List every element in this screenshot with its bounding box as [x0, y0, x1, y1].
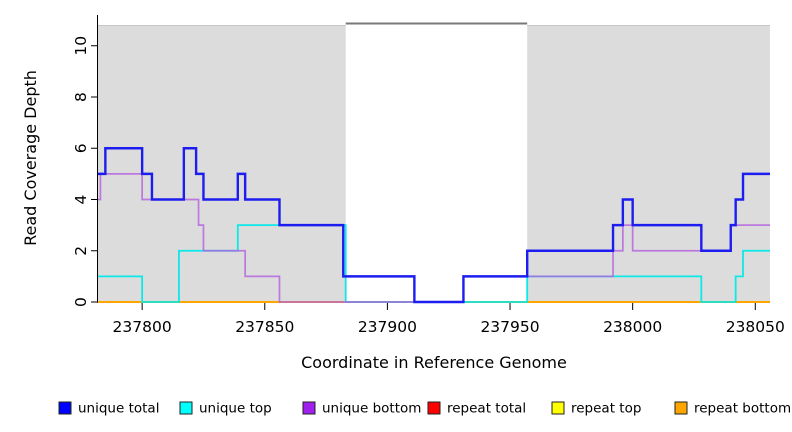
repeat-region-shading-layer	[98, 22, 770, 302]
x-tick-label: 238050	[726, 318, 785, 336]
legend-item-unique-bottom: unique bottom	[302, 401, 421, 417]
legend: unique total unique top unique bottom repea…	[58, 401, 791, 417]
legend-label: repeat total	[447, 401, 526, 417]
x-tick-label: 237900	[358, 318, 417, 336]
left-repeat-region	[98, 25, 346, 302]
y-tick-label: 8	[72, 92, 90, 102]
y-tick-label: 2	[72, 246, 90, 256]
y-tick-label: 6	[72, 143, 90, 153]
x-tick-label: 237800	[113, 318, 172, 336]
legend-swatch-unique-bottom	[302, 401, 316, 415]
coverage-series-layer	[98, 147, 770, 304]
legend-swatch-repeat-top	[551, 401, 565, 415]
axes-layer: 0 2 4 6 8 10 237800 237850 237900 237950 238000 238…	[72, 15, 785, 336]
series-line-unique-bottom	[98, 173, 770, 303]
legend-swatch-repeat-bottom	[674, 401, 688, 415]
legend-item-unique-top: unique top	[179, 401, 272, 417]
y-tick-label: 10	[72, 36, 90, 56]
legend-swatch-unique-top	[179, 401, 193, 415]
x-tick-label: 237850	[235, 318, 294, 336]
legend-label: unique total	[78, 401, 159, 417]
legend-item-unique-total: unique total	[58, 401, 159, 417]
legend-item-repeat-top: repeat top	[551, 401, 641, 417]
series-line-unique-total	[98, 147, 770, 304]
x-tick-label: 237950	[480, 318, 539, 336]
y-tick-label: 4	[72, 195, 90, 205]
x-tick-label: 238000	[603, 318, 662, 336]
legend-item-repeat-total: repeat total	[427, 401, 526, 417]
y-axis-title: Read Coverage Depth	[21, 70, 40, 246]
x-axis-title: Coordinate in Reference Genome	[301, 353, 567, 372]
y-tick-label: 0	[72, 297, 90, 307]
right-repeat-region	[527, 25, 770, 302]
legend-label: repeat bottom	[694, 401, 791, 417]
legend-label: repeat top	[571, 401, 641, 417]
legend-label: unique top	[199, 401, 272, 417]
legend-swatch-unique-total	[58, 401, 72, 415]
legend-item-repeat-bottom: repeat bottom	[674, 401, 791, 417]
legend-swatch-repeat-total	[427, 401, 441, 415]
legend-label: unique bottom	[322, 401, 421, 417]
